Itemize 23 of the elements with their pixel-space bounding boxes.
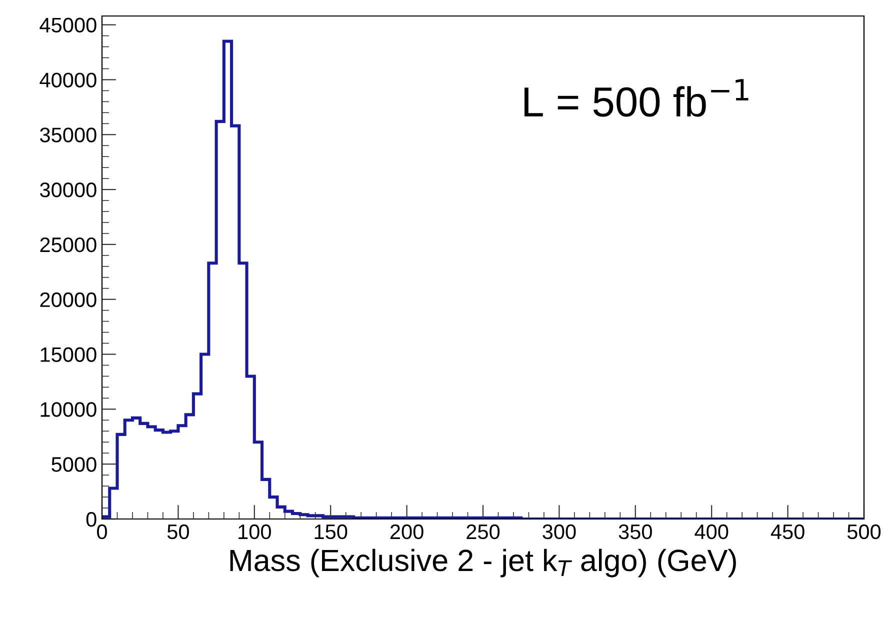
x-tick-label: 350 xyxy=(618,524,652,540)
x-tick-label: 150 xyxy=(314,524,348,540)
x-tick-label: 50 xyxy=(167,524,189,540)
x-tick-label: 200 xyxy=(390,524,424,540)
y-tick-label: 0 xyxy=(86,512,96,527)
y-tick-label: 25000 xyxy=(40,237,96,252)
annotation: L = 500 fb$^{−1}$ xyxy=(524,79,748,117)
x-tick-label: 400 xyxy=(694,524,728,540)
y-tick-label: 45000 xyxy=(40,18,96,33)
y-tick-label: 40000 xyxy=(40,72,96,88)
x-tick-label: 250 xyxy=(466,524,500,540)
y-tick-label: 15000 xyxy=(40,347,96,362)
y-tick-label: 30000 xyxy=(40,182,96,198)
y-tick-label: 35000 xyxy=(40,128,96,142)
x-tick-label: 500 xyxy=(847,524,881,540)
y-tick-label: 5000 xyxy=(52,457,96,472)
x-tick-label: 450 xyxy=(770,524,804,540)
x-tick-label: 0 xyxy=(97,524,107,540)
x-tick-label: 300 xyxy=(542,524,576,540)
x-axis-title: Mass (Exclusive 2 - jet k$_{T}$ algo) (GeV) xyxy=(230,548,736,578)
y-tick-label: 10000 xyxy=(40,402,96,417)
y-tick-label: 20000 xyxy=(40,292,96,308)
x-tick-label: 100 xyxy=(238,524,271,540)
